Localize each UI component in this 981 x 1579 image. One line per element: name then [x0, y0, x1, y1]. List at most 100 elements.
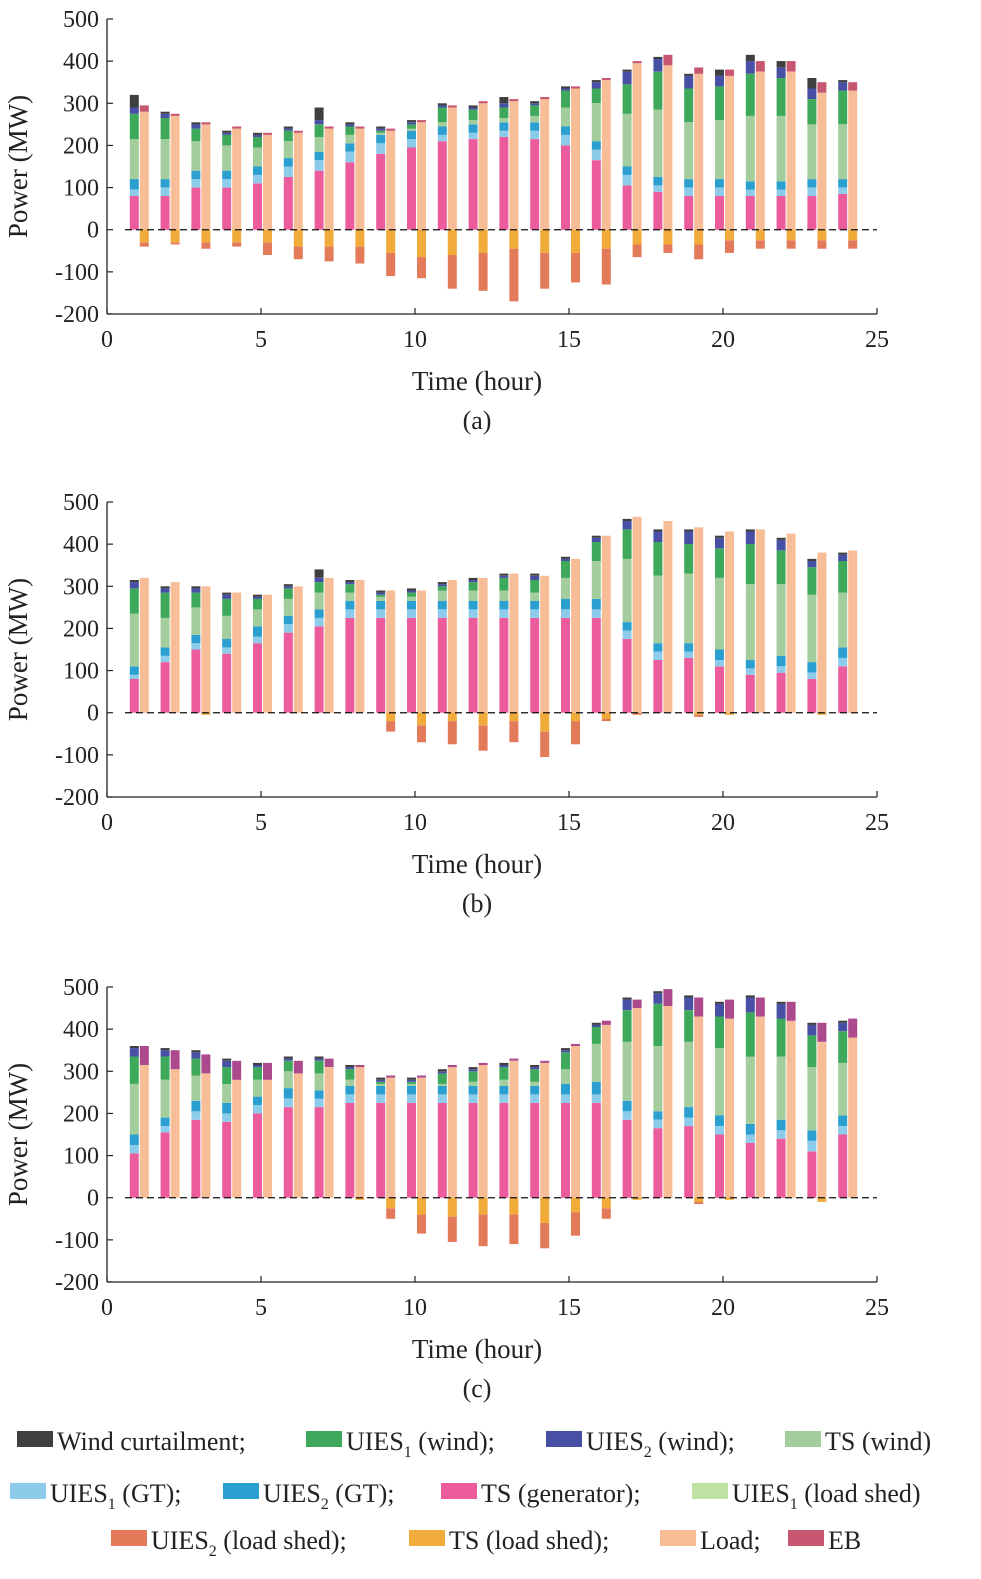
- bar-u1_gt-h16: [592, 610, 601, 618]
- bar-u2_gt-h15: [561, 127, 570, 135]
- bar-ts_gen-h15: [561, 145, 570, 229]
- bar-ts_wind-h15: [561, 1069, 570, 1084]
- bar-ts_wind-h16: [592, 561, 601, 599]
- bar-ts_gen-h23: [807, 196, 816, 230]
- bar-u2_wind-h3: [191, 124, 200, 128]
- bar-u1_wind-h22: [777, 78, 786, 116]
- bar-u2_gt-h12: [469, 1086, 478, 1094]
- bar-u2_gt-h8: [345, 1086, 354, 1094]
- legend-label-suffix: (GT);: [116, 1479, 182, 1508]
- bar-eb-h8: [355, 127, 364, 129]
- bar-u1_wind-h20: [715, 86, 724, 120]
- legend-label-subscript: 2: [321, 1496, 329, 1513]
- legend-label-suffix: (wind);: [652, 1427, 735, 1456]
- bar-load-h3: [201, 1073, 210, 1197]
- bar-u2_gt-h9: [376, 135, 385, 143]
- bar-u2_wind-h18: [653, 532, 662, 543]
- bar-load-h20: [725, 76, 734, 230]
- bar-wind_curt-h9: [376, 591, 385, 593]
- bar-u2_gt-h5: [253, 626, 262, 637]
- bar-u2_shed-h12: [479, 253, 488, 291]
- bar-load-h14: [540, 576, 549, 713]
- bar-load-h12: [479, 578, 488, 713]
- legend-swatch-ts_shed: [409, 1530, 445, 1546]
- bar-ts_shed-h12: [479, 230, 488, 253]
- bar-u1_wind-h8: [345, 1069, 354, 1080]
- bar-u2_gt-h22: [777, 656, 786, 667]
- bar-ts_gen-h9: [376, 618, 385, 713]
- bar-ts_wind-h22: [777, 1057, 786, 1120]
- bar-eb-h2: [171, 114, 180, 116]
- bar-wind_curt-h5: [253, 595, 262, 597]
- bar-u1_gt-h20: [715, 188, 724, 196]
- bar-ts_shed-h24: [848, 230, 857, 241]
- bar-ts_gen-h23: [807, 679, 816, 713]
- bar-load-h1: [140, 1065, 149, 1198]
- bar-u1_gt-h15: [561, 135, 570, 146]
- bar-ts_wind-h23: [807, 1067, 816, 1130]
- bar-u2_gt-h10: [407, 1086, 416, 1094]
- bar-eb-h7: [325, 127, 334, 129]
- bar-u2_shed-h9: [386, 1208, 395, 1219]
- panel-tag: (a): [463, 406, 492, 435]
- bar-ts_gen-h10: [407, 618, 416, 713]
- bar-ts_gen-h22: [777, 196, 786, 230]
- bar-u2_gt-h13: [499, 1086, 508, 1094]
- bar-u1_wind-h1: [130, 588, 139, 613]
- bar-u1_gt-h24: [838, 188, 847, 194]
- bars: [130, 55, 857, 302]
- bar-ts_wind-h15: [561, 108, 570, 127]
- bar-u1_wind-h13: [499, 1067, 508, 1080]
- bar-u2_gt-h7: [315, 610, 324, 618]
- bar-load-h11: [448, 580, 457, 713]
- x-axis-label: Time (hour): [412, 849, 542, 879]
- bar-eb_c-h11: [448, 1065, 457, 1067]
- bar-u1_gt-h9: [376, 143, 385, 154]
- bar-u1_wind-h3: [191, 1059, 200, 1076]
- bar-ts_gen-h4: [222, 188, 231, 230]
- bar-eb_c-h22: [787, 1002, 796, 1021]
- bar-wind_curt-h6: [284, 127, 293, 129]
- bar-u2_gt-h20: [715, 179, 724, 187]
- bar-u2_wind-h12: [469, 580, 478, 582]
- bar-ts_gen-h22: [777, 1139, 786, 1198]
- bar-ts_gen-h8: [345, 1103, 354, 1198]
- bar-ts_gen-h15: [561, 618, 570, 713]
- y-axis-label: Power (MW): [3, 95, 33, 238]
- bar-eb_c-h14: [540, 1061, 549, 1063]
- bar-eb_c-h2: [171, 1050, 180, 1069]
- bar-eb-h22: [787, 61, 796, 72]
- bar-load-h3: [201, 124, 210, 229]
- bar-u1_wind-h18: [653, 542, 662, 576]
- y-tick-label: -200: [55, 1270, 99, 1296]
- bar-load-h5: [263, 135, 272, 230]
- bar-load-h9: [386, 591, 395, 713]
- bar-ts_wind-h16: [592, 103, 601, 141]
- bar-u2_gt-h20: [715, 1116, 724, 1127]
- bar-u1_gt-h21: [746, 1135, 755, 1143]
- bar-u2_gt-h5: [253, 1097, 262, 1105]
- bar-u1_wind-h7: [315, 582, 324, 593]
- bar-u2_shed-h3: [201, 242, 210, 248]
- bar-u1_wind-h8: [345, 584, 354, 592]
- bar-u1_wind-h1: [130, 1057, 139, 1084]
- bar-u2_wind-h9: [376, 593, 385, 595]
- bar-wind_curt-h13: [499, 1063, 508, 1065]
- bar-ts_gen-h18: [653, 1128, 662, 1198]
- bar-u1_wind-h16: [592, 542, 601, 561]
- bar-u2_shed-h13: [509, 1215, 518, 1245]
- bar-u1_wind-h4: [222, 1067, 231, 1084]
- bar-u1_gt-h18: [653, 652, 662, 660]
- bar-u1_wind-h13: [499, 108, 508, 119]
- bar-ts_shed-h17: [633, 230, 642, 245]
- bar-ts_gen-h13: [499, 618, 508, 713]
- bar-eb-h21: [756, 61, 765, 72]
- bar-u1_gt-h7: [315, 160, 324, 171]
- bar-wind_curt-h19: [684, 995, 693, 997]
- bar-u2_wind-h7: [315, 120, 324, 124]
- bar-load-h10: [417, 591, 426, 713]
- bar-u1_gt-h5: [253, 1105, 262, 1113]
- bar-u1_wind-h11: [438, 108, 447, 123]
- bar-ts_shed-h12: [479, 713, 488, 726]
- bar-u1_gt-h2: [161, 656, 170, 662]
